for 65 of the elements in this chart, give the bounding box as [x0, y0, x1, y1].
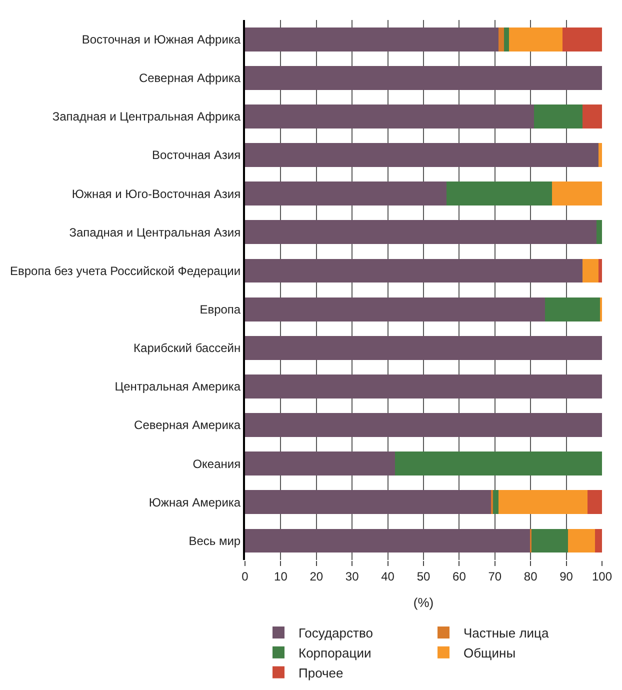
legend-label: Частные лица: [464, 626, 550, 641]
legend-label: Общины: [464, 645, 516, 660]
x-tick-label: 0: [242, 569, 249, 584]
bar: [598, 258, 602, 283]
bar: [504, 27, 510, 52]
y-tick-label: Южная и Юго-Восточная Азия: [72, 186, 241, 201]
bar: [245, 66, 602, 90]
x-tick-label: 80: [524, 569, 538, 584]
x-tick-label: 20: [310, 569, 324, 584]
x-tick-label: 100: [592, 569, 612, 584]
x-tick-label: 70: [488, 569, 502, 584]
bar: [562, 27, 602, 52]
y-tick-label: Западная и Центральная Азия: [69, 225, 241, 240]
bar: [245, 490, 492, 514]
bar: [245, 297, 545, 322]
legend-label: Корпорации: [298, 645, 372, 660]
bar: [596, 220, 602, 244]
y-tick-label: Океания: [192, 456, 241, 471]
legend-label: Государство: [298, 626, 373, 641]
bar: [544, 297, 600, 322]
bar: [245, 27, 498, 52]
bar: [245, 104, 534, 128]
y-tick-label: Западная и Центральная Африка: [52, 110, 241, 124]
x-tick-label: 50: [416, 569, 430, 584]
x-tick-label: 40: [381, 569, 395, 584]
bar: [394, 452, 602, 476]
y-tick-label: Восточная Азия: [152, 148, 241, 162]
bar: [594, 528, 602, 553]
y-tick-label: Европа: [200, 302, 241, 317]
x-tick-label: 30: [345, 569, 360, 584]
bar: [498, 27, 504, 52]
bar: [493, 490, 498, 514]
bar: [498, 490, 588, 514]
y-tick-label: Северная Африка: [138, 71, 241, 86]
bar: [532, 528, 568, 553]
y-tick-label: Весь мир: [188, 534, 241, 548]
bar: [534, 104, 582, 128]
bar: [552, 182, 602, 206]
y-tick-label: Южная Америка: [148, 495, 241, 510]
bar: [598, 143, 602, 167]
bar: [245, 452, 395, 476]
x-axis-title: (%): [413, 595, 434, 610]
y-tick-label: Восточная и Южная Африка: [82, 32, 241, 46]
y-tick-label: Карибский бассейн: [134, 341, 241, 356]
bar: [245, 220, 597, 244]
legend-label: Прочее: [298, 665, 344, 680]
x-tick-label: 90: [560, 569, 574, 584]
y-tick-label: Центральная Америка: [114, 380, 241, 394]
bar: [588, 490, 602, 514]
bar: [446, 182, 552, 206]
bar: [245, 413, 602, 437]
bar: [245, 336, 602, 360]
bar: [582, 104, 602, 128]
y-tick-label: Северная Америка: [134, 418, 241, 432]
bar: [245, 143, 598, 167]
bar: [582, 258, 598, 283]
bar: [509, 27, 563, 52]
y-tick-label: Европа без учета Российской Федерации: [10, 264, 241, 278]
x-tick-label: 60: [452, 569, 466, 584]
bar: [245, 258, 582, 283]
bar: [245, 374, 602, 398]
bar: [245, 528, 531, 553]
bar: [245, 182, 447, 206]
bar: [568, 528, 595, 553]
x-tick-label: 10: [274, 569, 288, 584]
